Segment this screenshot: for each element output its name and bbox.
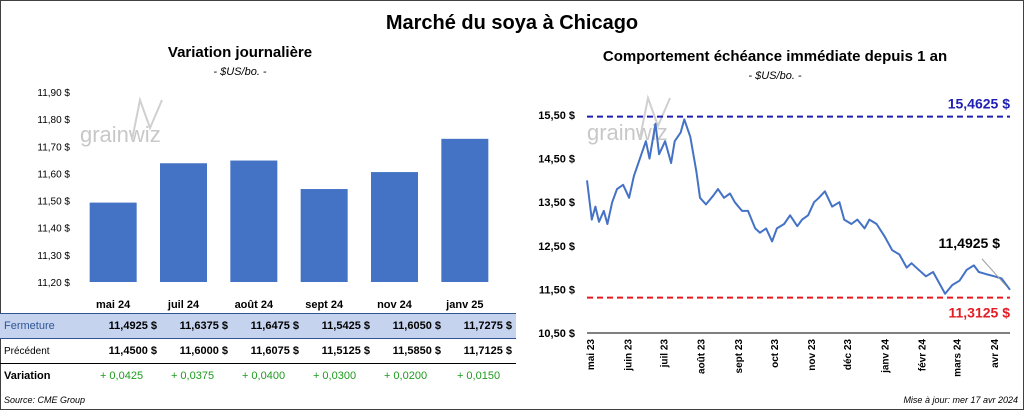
x-tick-label: oct 23: [770, 339, 781, 368]
table-cell: 11,7125 $: [463, 345, 512, 357]
watermark: grainwiz: [80, 122, 161, 147]
price-table: Fermeture 11,4925 $ 11,6375 $ 11,6475 $ …: [0, 313, 516, 388]
y-tick-label: 11,90 $: [37, 88, 70, 99]
table-cell: 11,5125 $: [321, 345, 370, 357]
table-cell: + 0,0150: [456, 370, 501, 382]
y-tick-label: 11,50 $: [37, 197, 70, 208]
y-tick-label: 11,60 $: [37, 169, 70, 180]
y-tick-label: 10,50 $: [538, 328, 575, 340]
x-tick-label: avr 24: [990, 339, 1001, 368]
x-tick-label: juin 23: [623, 339, 634, 372]
watermark-mark: [639, 94, 671, 139]
table-cell: 11,7275 $: [441, 313, 516, 339]
y-tick-label: 11,80 $: [37, 115, 70, 126]
x-tick-label: août 24: [235, 299, 274, 311]
left-chart-unit: - $US/bo. -: [213, 66, 267, 78]
table-row-previous: Précédent 11,4500 $ 11,6000 $ 11,6075 $ …: [0, 339, 516, 364]
current-value-leader: [981, 258, 1007, 287]
y-tick-label: 11,40 $: [37, 224, 70, 235]
x-tick-label: janv 25: [445, 299, 483, 311]
right-chart-unit: - $US/bo. -: [748, 70, 802, 82]
y-tick-label: 11,50 $: [539, 284, 575, 296]
x-tick-label: mars 24: [953, 339, 964, 377]
table-cell: + 0,0400: [241, 370, 286, 382]
table-cell: 11,6075 $: [250, 345, 299, 357]
row-label: Fermeture: [0, 313, 86, 339]
y-tick-label: 11,20 $: [37, 278, 70, 289]
high-reference-label: 15,4625 $: [948, 96, 1010, 112]
table-cell: + 0,0375: [170, 370, 215, 382]
bar: [441, 138, 489, 282]
table-row-close: Fermeture 11,4925 $ 11,6375 $ 11,6475 $ …: [0, 313, 516, 339]
y-tick-label: 15,50 $: [538, 110, 575, 122]
bar: [371, 172, 418, 282]
y-tick-label: 11,30 $: [37, 251, 70, 262]
x-tick-label: nov 23: [807, 339, 818, 371]
current-value-label: 11,4925 $: [938, 235, 1000, 251]
table-cell: 11,5850 $: [392, 345, 441, 357]
y-tick-label: 13,50 $: [538, 197, 575, 209]
low-reference-label: 11,3125 $: [948, 305, 1010, 321]
bar: [300, 189, 348, 282]
table-cell: 11,4925 $: [86, 313, 157, 339]
y-tick-label: 11,70 $: [37, 142, 70, 153]
table-cell: 11,6475 $: [228, 313, 299, 339]
x-tick-label: déc 23: [843, 339, 854, 371]
bar: [160, 163, 207, 282]
y-tick-label: 12,50 $: [538, 241, 575, 253]
table-cell: + 0,0300: [312, 370, 357, 382]
y-tick-label: 14,50 $: [538, 154, 575, 166]
table-cell: 11,6000 $: [179, 345, 228, 357]
x-tick-label: sept 24: [305, 299, 344, 311]
main-title: Marché du soya à Chicago: [385, 12, 639, 34]
right-chart-title: Comportement échéance immédiate depuis 1…: [602, 48, 948, 65]
x-tick-label: août 23: [697, 339, 708, 374]
x-tick-label: févr 24: [918, 339, 929, 372]
table-cell: 11,4500 $: [108, 345, 157, 357]
table-cell: 11,6375 $: [157, 313, 228, 339]
x-tick-label: janv 24: [880, 339, 891, 374]
table-cell: 11,6050 $: [370, 313, 441, 339]
watermark-mark: [131, 96, 163, 141]
x-tick-label: juil 23: [659, 339, 670, 369]
bar: [230, 160, 278, 282]
x-tick-label: mai 24: [96, 299, 131, 311]
table-row-variation: Variation + 0,0425 + 0,0375 + 0,0400 + 0…: [0, 363, 516, 389]
update-note: Mise à jour: mer 17 avr 2024: [903, 395, 1018, 405]
table-cell: + 0,0425: [99, 370, 144, 382]
row-label: Variation: [4, 370, 51, 382]
x-tick-label: sept 23: [734, 339, 745, 374]
table-cell: + 0,0200: [383, 370, 428, 382]
bar: [89, 202, 137, 282]
price-series-line: [586, 118, 1011, 295]
x-tick-label: nov 24: [377, 299, 413, 311]
left-chart-title: Variation journalière: [167, 44, 313, 61]
row-label: Précédent: [4, 345, 50, 357]
x-tick-label: juil 24: [167, 299, 200, 311]
daily-variation-bar-chart: grainwiz 11,20 $ 11,30 $ 11,40 $ 11,50 $ 11,6…: [37, 88, 489, 311]
source-note: Source: CME Group: [4, 395, 86, 405]
x-tick-label: mai 23: [586, 339, 597, 371]
table-cell: 11,5425 $: [299, 313, 370, 339]
